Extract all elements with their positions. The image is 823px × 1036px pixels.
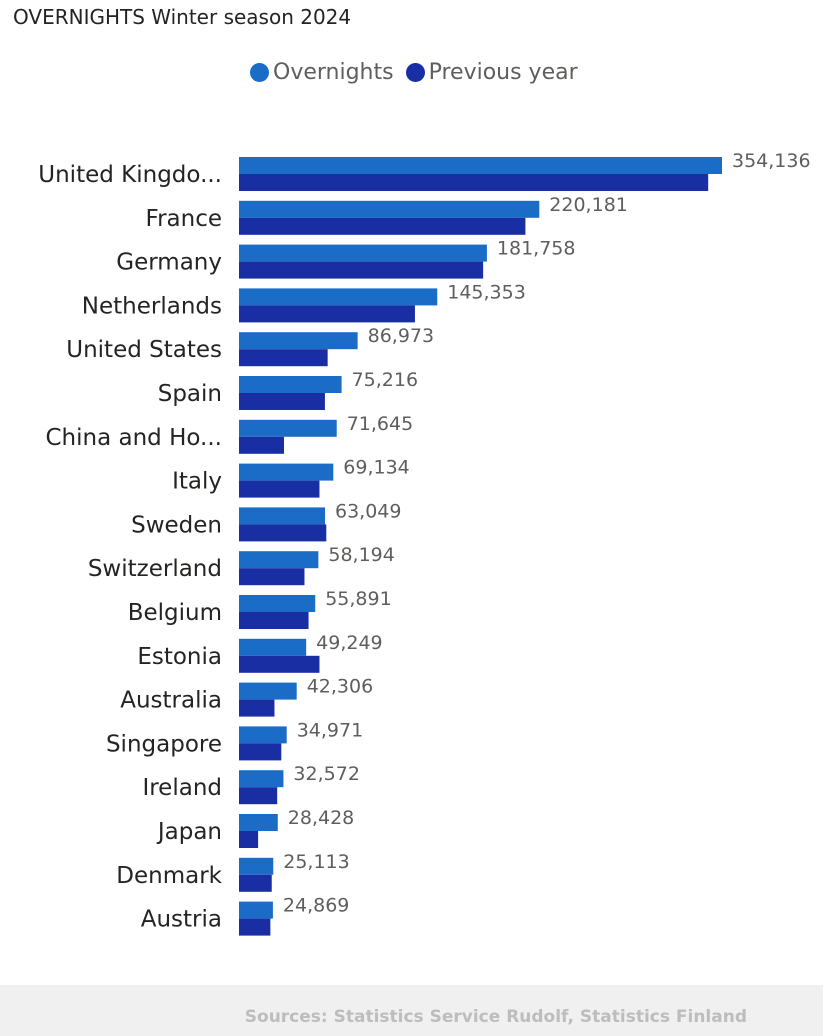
bar-previous-year[interactable]	[239, 436, 285, 454]
data-label: 58,194	[328, 544, 394, 566]
bar-overnights[interactable]	[239, 901, 273, 919]
legend-label-overnights: Overnights	[273, 60, 394, 85]
data-label: 24,869	[283, 895, 349, 917]
bar-previous-year[interactable]	[239, 480, 320, 498]
bar-overnights[interactable]	[239, 332, 358, 350]
bar-overnights[interactable]	[239, 595, 316, 612]
data-label: 42,306	[307, 676, 373, 698]
bar-overnights[interactable]	[239, 419, 337, 437]
bar-previous-year[interactable]	[239, 874, 272, 892]
bar-overnights[interactable]	[239, 638, 307, 656]
bar-previous-year[interactable]	[239, 699, 275, 717]
bar-previous-year[interactable]	[239, 524, 327, 542]
category-label: Singapore	[106, 731, 222, 757]
bar-previous-year[interactable]	[239, 393, 325, 410]
category-label: Estonia	[137, 644, 222, 670]
category-label: Netherlands	[82, 293, 222, 319]
data-label: 145,353	[447, 281, 526, 303]
data-label: 71,645	[347, 413, 413, 435]
chart-panel: OVERNIGHTS Winter season 2024 Overnights…	[13, 5, 811, 936]
category-label: Belgium	[128, 600, 222, 626]
category-label: Spain	[158, 381, 222, 407]
data-label: 220,181	[549, 194, 628, 216]
legend-marker-previous-year	[405, 63, 425, 82]
data-label: 25,113	[283, 851, 349, 873]
bar-previous-year[interactable]	[239, 787, 278, 805]
data-label: 28,428	[288, 807, 354, 829]
bar-overnights[interactable]	[239, 507, 325, 525]
category-label: Germany	[116, 250, 222, 276]
chart-title: OVERNIGHTS Winter season 2024	[13, 5, 352, 29]
bar-overnights[interactable]	[239, 288, 438, 306]
data-label: 34,971	[297, 719, 363, 741]
category-label: Austria	[141, 907, 222, 933]
bar-previous-year[interactable]	[239, 612, 309, 629]
bar-overnights[interactable]	[239, 857, 274, 875]
bar-previous-year[interactable]	[239, 217, 526, 235]
category-label: Japan	[156, 819, 222, 845]
bar-overnights[interactable]	[239, 200, 540, 218]
legend-item-previous-year[interactable]: Previous year	[405, 60, 578, 85]
bar-overnights[interactable]	[239, 770, 284, 788]
bar-previous-year[interactable]	[239, 349, 328, 367]
bar-previous-year[interactable]	[239, 655, 320, 673]
category-label: Denmark	[116, 863, 222, 889]
bar-previous-year[interactable]	[239, 568, 305, 586]
category-label: Australia	[120, 688, 222, 714]
bar-previous-year[interactable]	[239, 261, 484, 279]
data-label: 75,216	[352, 369, 418, 391]
bar-overnights[interactable]	[239, 463, 334, 481]
legend: Overnights Previous year	[250, 60, 578, 85]
data-label: 49,249	[316, 632, 382, 654]
data-label: 63,049	[335, 500, 401, 522]
legend-marker-overnights	[250, 63, 269, 82]
data-label: 32,572	[293, 763, 359, 785]
data-label: 86,973	[368, 325, 434, 347]
bar-overnights[interactable]	[239, 814, 278, 831]
bar-overnights[interactable]	[239, 726, 287, 744]
data-label: 354,136	[732, 150, 811, 172]
category-label: China and Ho...	[46, 425, 223, 451]
category-label: France	[146, 206, 222, 232]
category-label: Switzerland	[88, 556, 222, 582]
data-label: 55,891	[325, 588, 391, 610]
category-label: United States	[66, 337, 222, 363]
category-label: Ireland	[142, 775, 222, 801]
bar-previous-year[interactable]	[239, 743, 282, 761]
category-label: United Kingdo...	[38, 162, 222, 188]
bar-overnights[interactable]	[239, 244, 487, 262]
legend-item-overnights[interactable]: Overnights	[250, 60, 394, 85]
bar-overnights[interactable]	[239, 376, 342, 393]
bar-chart: United Kingdo... 354,136 France 220,181 Germ…	[38, 150, 811, 936]
bar-previous-year[interactable]	[239, 831, 259, 848]
data-label: 181,758	[497, 238, 576, 260]
footer: Sources: Statistics Service Rudolf, Stat…	[0, 985, 823, 1036]
legend-label-previous-year: Previous year	[428, 60, 578, 85]
bar-previous-year[interactable]	[239, 918, 271, 936]
category-label: Sweden	[131, 512, 222, 538]
bar-previous-year[interactable]	[239, 305, 415, 323]
source-note: Sources: Statistics Service Rudolf, Stat…	[244, 1007, 747, 1027]
bar-overnights[interactable]	[239, 682, 297, 700]
category-label: Italy	[172, 469, 222, 495]
bar-previous-year[interactable]	[239, 174, 709, 191]
bar-overnights[interactable]	[239, 551, 319, 569]
bar-overnights[interactable]	[239, 157, 722, 174]
data-label: 69,134	[343, 457, 409, 479]
